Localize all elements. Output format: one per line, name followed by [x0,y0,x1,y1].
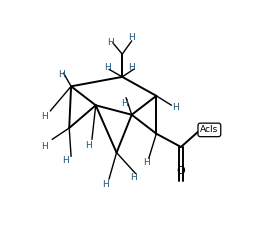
Text: H: H [104,63,111,72]
Text: O: O [177,166,185,176]
Text: H: H [107,38,114,47]
Text: H: H [85,140,91,150]
Text: H: H [41,112,48,121]
Text: H: H [41,142,48,152]
Text: H: H [130,173,137,182]
Text: H: H [128,63,135,72]
Text: H: H [128,33,135,42]
Text: H: H [172,103,179,112]
Text: H: H [58,71,65,79]
Text: H: H [62,156,69,165]
Text: H: H [143,158,150,167]
Text: H: H [121,99,127,108]
Text: H: H [102,180,108,189]
Text: Acls: Acls [200,125,218,134]
